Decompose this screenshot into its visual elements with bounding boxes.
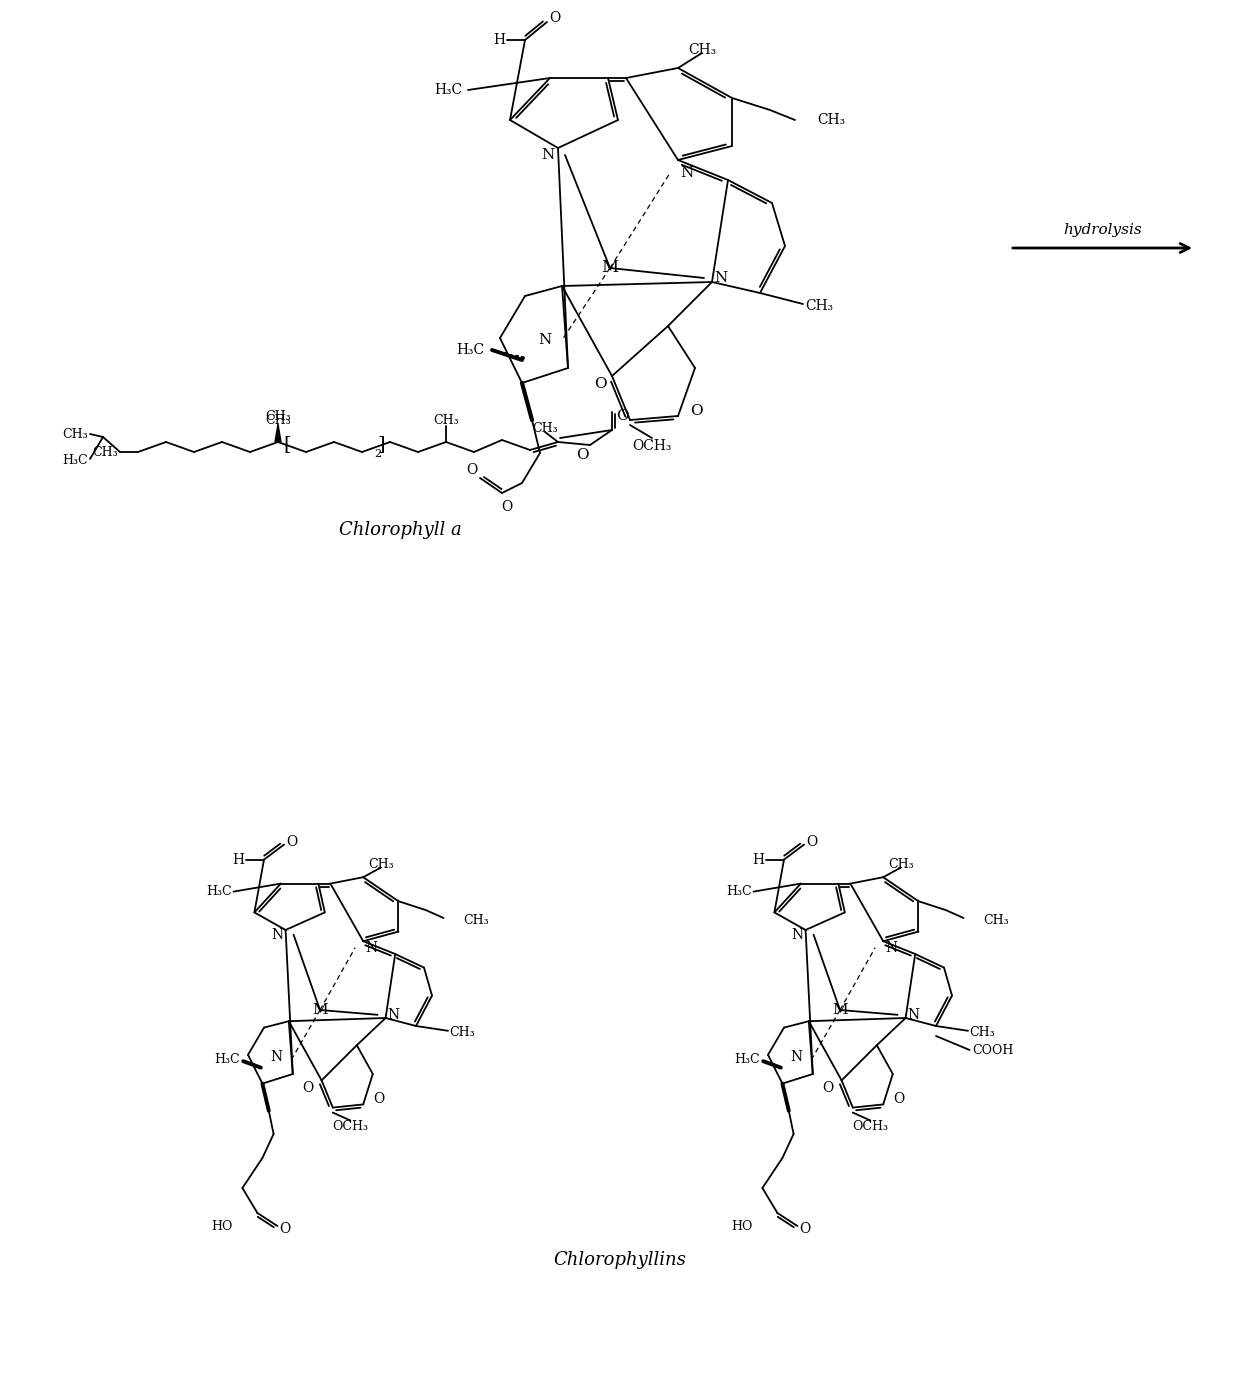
Text: M: M (312, 1003, 327, 1017)
Text: O: O (894, 1092, 905, 1107)
Text: N: N (791, 928, 804, 942)
Text: O: O (594, 376, 606, 390)
Text: O: O (806, 835, 817, 849)
Text: H₃C: H₃C (434, 83, 463, 97)
Text: Chlorophyllins: Chlorophyllins (553, 1251, 687, 1270)
Text: ]: ] (377, 435, 384, 453)
Text: H: H (232, 853, 244, 867)
Text: CH₃: CH₃ (265, 414, 291, 426)
Text: O: O (549, 11, 560, 25)
Text: CH₃: CH₃ (805, 299, 833, 313)
Text: CH₃: CH₃ (464, 914, 490, 926)
Text: N: N (388, 1008, 399, 1022)
Text: CH₃: CH₃ (92, 446, 118, 458)
Text: HO: HO (732, 1220, 753, 1232)
Text: CH₃: CH₃ (532, 421, 558, 435)
Text: [: [ (283, 435, 290, 453)
Text: H: H (751, 853, 764, 867)
Text: CH₃: CH₃ (265, 410, 291, 422)
Text: O: O (799, 1222, 810, 1236)
Text: N: N (365, 940, 377, 954)
Text: O: O (279, 1222, 290, 1236)
Text: CH₃: CH₃ (817, 113, 846, 126)
Text: H₃C: H₃C (727, 885, 751, 899)
Text: N: N (538, 333, 552, 347)
Text: H₃C: H₃C (206, 885, 232, 899)
Text: M: M (832, 1003, 848, 1017)
Text: CH₃: CH₃ (888, 858, 914, 871)
Text: CH₃: CH₃ (368, 858, 393, 871)
Text: N: N (791, 1050, 802, 1064)
Text: O: O (616, 408, 629, 424)
Text: H₃C: H₃C (62, 453, 88, 467)
Text: OCH₃: OCH₃ (852, 1120, 888, 1132)
Text: O: O (373, 1092, 384, 1107)
Text: N: N (908, 1008, 920, 1022)
Text: N: N (714, 271, 728, 285)
Text: O: O (466, 463, 477, 476)
Text: N: N (885, 940, 898, 954)
Text: H₃C: H₃C (215, 1053, 241, 1067)
Text: H₃C: H₃C (456, 343, 484, 357)
Text: M: M (601, 260, 619, 276)
Text: O: O (501, 500, 512, 514)
Text: HO: HO (211, 1220, 232, 1232)
Text: O: O (303, 1082, 314, 1096)
Text: O: O (689, 404, 702, 418)
Text: Chlorophyll a: Chlorophyll a (339, 521, 461, 539)
Text: hydrolysis: hydrolysis (1064, 224, 1142, 238)
Text: 2: 2 (374, 449, 382, 458)
Text: O: O (575, 449, 588, 463)
Text: OCH₃: OCH₃ (632, 439, 672, 453)
Text: H: H (494, 33, 505, 47)
Text: N: N (272, 928, 284, 942)
Text: N: N (270, 1050, 283, 1064)
Text: N: N (681, 167, 693, 181)
Text: CH₃: CH₃ (450, 1026, 475, 1039)
Text: CH₃: CH₃ (688, 43, 715, 57)
Text: O: O (286, 835, 298, 849)
Text: CH₃: CH₃ (983, 914, 1009, 926)
Text: OCH₃: OCH₃ (332, 1120, 368, 1132)
Text: COOH: COOH (972, 1043, 1013, 1057)
Text: CH₃: CH₃ (970, 1026, 996, 1039)
Text: N: N (542, 149, 554, 163)
Text: CH₃: CH₃ (62, 428, 88, 440)
Polygon shape (275, 424, 281, 442)
Text: H₃C: H₃C (734, 1053, 760, 1067)
Text: CH₃: CH₃ (433, 414, 459, 426)
Text: O: O (822, 1082, 833, 1096)
